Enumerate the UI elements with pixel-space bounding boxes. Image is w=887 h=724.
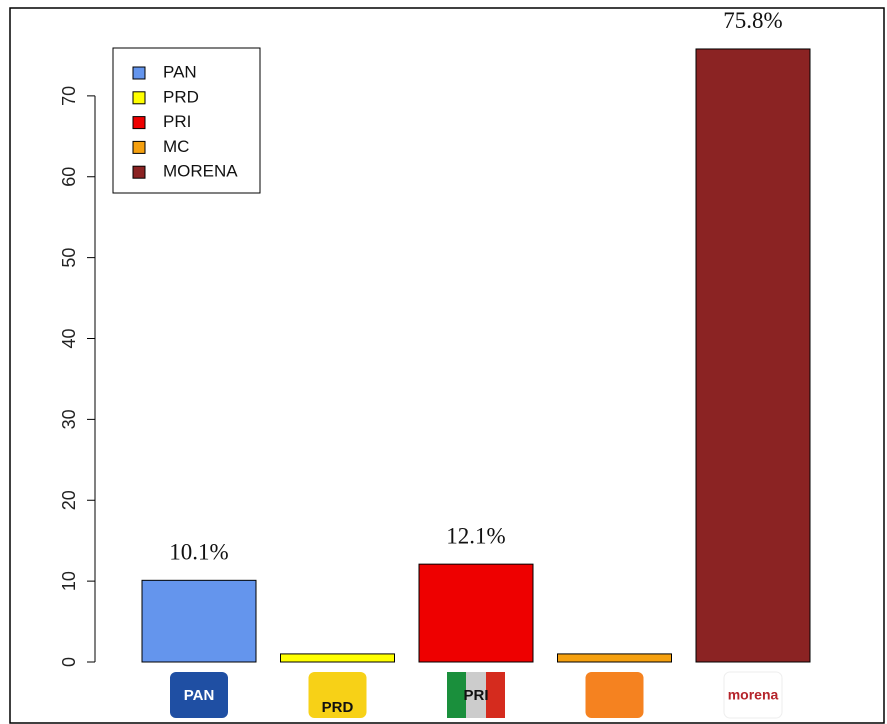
frame: [9, 7, 885, 724]
y-tick-label: 40: [59, 328, 79, 348]
legend-swatch: [132, 116, 146, 130]
legend-swatch: [132, 66, 146, 80]
legend-label: MC: [163, 137, 189, 156]
logo-stripe: [447, 672, 466, 718]
value-label: 75.8%: [723, 8, 782, 33]
y-tick-label: 0: [59, 657, 79, 667]
legend-label: PAN: [163, 62, 197, 81]
y-tick-label: 60: [59, 167, 79, 187]
bar: [280, 653, 395, 663]
logo-stripe: [486, 672, 505, 718]
party-logo: [170, 672, 228, 718]
y-tick-label: 20: [59, 490, 79, 510]
party-logo: [723, 671, 783, 719]
bar: [418, 563, 534, 663]
y-tick-label: 70: [59, 86, 79, 106]
logo-text: PAN: [184, 687, 215, 704]
bar: [695, 48, 811, 663]
legend-label: PRD: [163, 87, 199, 106]
legend-swatch: [132, 140, 146, 154]
legend-swatch: [132, 165, 146, 179]
party-logo: [585, 672, 644, 718]
legend-label: MORENA: [163, 162, 238, 181]
logo-text: morena: [728, 687, 779, 703]
party-logo: [308, 672, 367, 718]
bar: [141, 579, 257, 663]
y-tick-label: 30: [59, 409, 79, 429]
y-tick-label: 10: [59, 571, 79, 591]
logo-text: PRD: [322, 699, 354, 716]
legend-label: PRI: [163, 112, 191, 131]
bar: [557, 653, 672, 663]
y-tick-label: 50: [59, 248, 79, 268]
value-label: 12.1%: [446, 523, 505, 548]
legend-swatch: [132, 91, 146, 105]
logo-text: PRI: [463, 687, 488, 704]
value-label: 10.1%: [169, 540, 228, 565]
